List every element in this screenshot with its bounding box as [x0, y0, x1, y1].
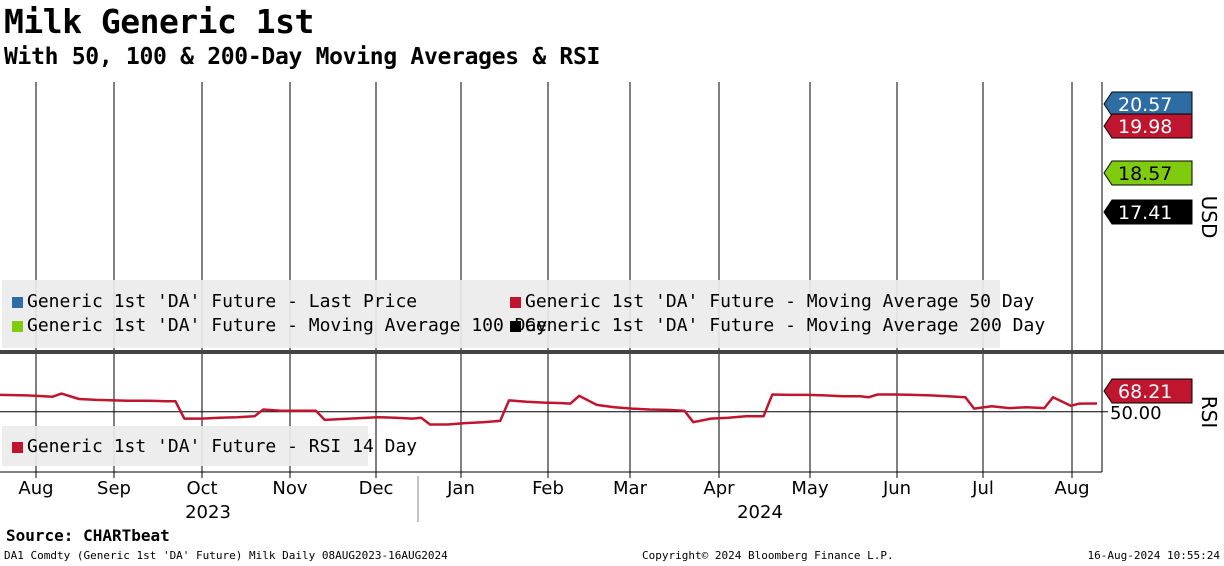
legend-label: Generic 1st 'DA' Future - Moving Average…: [525, 291, 1035, 312]
legend-swatch: [12, 442, 23, 453]
legend-label: Generic 1st 'DA' Future - Moving Average…: [525, 315, 1046, 336]
last-value-tag-box: [1103, 160, 1193, 186]
legend-label: Generic 1st 'DA' Future - RSI 14 Day: [27, 436, 418, 457]
y-axis-label: USD: [1197, 196, 1221, 239]
legend-item-ma200: Generic 1st 'DA' Future - Moving Average…: [510, 315, 1045, 337]
last-value-tag-text: 17.41: [1118, 202, 1172, 224]
legend-item-rsi: Generic 1st 'DA' Future - RSI 14 Day: [12, 436, 417, 458]
x-year-label: 2024: [737, 502, 783, 523]
rsi-value-tag-text: 68.21: [1118, 381, 1172, 403]
footer-ticker: DA1 Comdty (Generic 1st 'DA' Future) Mil…: [4, 549, 448, 562]
legend-item-ma100: Generic 1st 'DA' Future - Moving Average…: [12, 315, 547, 337]
legend-item-ma50: Generic 1st 'DA' Future - Moving Average…: [510, 291, 1034, 313]
x-tick-label: Aug: [18, 478, 53, 499]
x-year-label: 2023: [185, 502, 231, 523]
rsi-axis-label: RSI: [1197, 396, 1221, 429]
chart-subtitle: With 50, 100 & 200-Day Moving Averages &…: [4, 44, 601, 70]
x-tick-label: Oct: [186, 478, 217, 499]
x-tick-label: Apr: [703, 478, 735, 499]
legend-label: Generic 1st 'DA' Future - Moving Average…: [27, 315, 548, 336]
legend-swatch: [510, 321, 521, 332]
legend-swatch: [12, 321, 23, 332]
chart-title: Milk Generic 1st: [4, 2, 314, 41]
last-value-tag-text: 19.98: [1118, 116, 1172, 138]
rsi-value-tag-box: [1103, 378, 1193, 404]
x-tick-label: Nov: [272, 478, 307, 499]
x-tick-label: Jun: [882, 478, 911, 499]
source-note: Source: CHARTbeat: [6, 526, 170, 545]
last-value-tag-box: [1103, 199, 1193, 225]
last-value-tag-box: [1103, 91, 1193, 117]
legend-upper: Generic 1st 'DA' Future - Last Price Gen…: [2, 280, 1045, 348]
legend-swatch: [510, 297, 521, 308]
legend-item-last-price: Generic 1st 'DA' Future - Last Price: [12, 291, 417, 313]
legend-label: Generic 1st 'DA' Future - Last Price: [27, 291, 418, 312]
legend-lower: Generic 1st 'DA' Future - RSI 14 Day: [2, 426, 417, 466]
last-value-tag-text: 20.57: [1118, 94, 1172, 116]
footer-timestamp: 16-Aug-2024 10:55:24: [1087, 549, 1220, 562]
series-rsi: [0, 392, 1098, 426]
x-tick-label: Jan: [446, 478, 475, 499]
panel-divider: [0, 350, 1224, 354]
x-tick-label: Feb: [532, 478, 564, 499]
legend-swatch: [12, 297, 23, 308]
x-tick-label: Dec: [359, 478, 394, 499]
x-tick-label: Aug: [1054, 478, 1089, 499]
x-tick-label: Jul: [971, 478, 994, 499]
last-value-tag-box: [1103, 113, 1193, 139]
x-tick-label: May: [791, 478, 829, 499]
x-tick-label: Mar: [613, 478, 648, 499]
footer-copyright: Copyright© 2024 Bloomberg Finance L.P.: [642, 549, 894, 562]
last-value-tag-text: 18.57: [1118, 163, 1172, 185]
rsi-tick-label: 50.00: [1110, 403, 1162, 424]
x-tick-label: Sep: [97, 478, 131, 499]
